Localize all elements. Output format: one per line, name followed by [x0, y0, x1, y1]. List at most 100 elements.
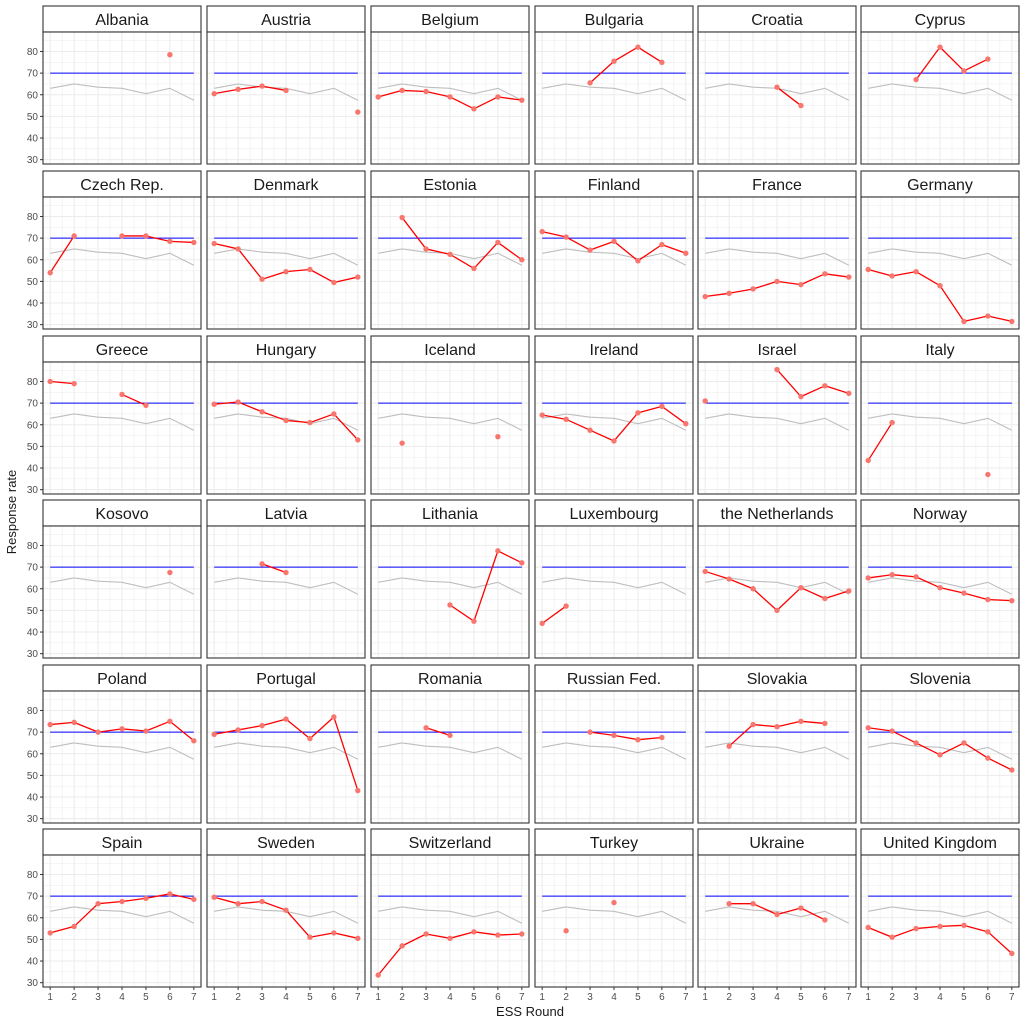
data-point	[259, 409, 265, 415]
facet-panel: Cyprus	[860, 5, 1020, 165]
facet-title: Czech Rep.	[80, 177, 164, 194]
panel-border	[370, 525, 530, 659]
data-point	[119, 233, 125, 239]
facet-panel: Luxembourg	[534, 499, 694, 659]
x-tick-label: 6	[985, 992, 991, 1003]
series-segment	[214, 401, 239, 405]
y-tick-label: 40	[27, 134, 39, 145]
data-point	[399, 87, 405, 94]
average-line	[378, 742, 523, 760]
facet-panel: Sweden 1 2 3 4 5 6 7	[206, 828, 366, 1003]
series-segment	[915, 46, 941, 80]
series-segment	[728, 724, 754, 747]
series-segment	[261, 85, 287, 92]
series-segment	[285, 268, 310, 273]
data-point	[635, 258, 641, 264]
facet-strip	[370, 828, 530, 856]
average-line	[50, 906, 195, 924]
facet-panel: Russian Fed.	[534, 664, 694, 824]
series-segment	[939, 742, 965, 756]
facet-panel: Finland	[534, 170, 694, 330]
panel-border	[697, 525, 857, 659]
x-tick-label: 2	[726, 992, 732, 1003]
data-point	[726, 290, 732, 296]
data-point	[143, 402, 149, 408]
data-point	[889, 934, 895, 940]
data-point	[423, 246, 429, 252]
data-point	[167, 569, 173, 576]
series-segment	[261, 411, 287, 422]
facet-title: Norway	[913, 506, 967, 523]
data-point	[937, 283, 943, 289]
data-point	[167, 718, 173, 724]
x-tick-label: 1	[539, 992, 545, 1003]
series-segment	[776, 369, 802, 398]
data-point	[846, 274, 852, 280]
y-tick-label: 50	[27, 277, 39, 288]
facet-title: Poland	[97, 671, 147, 688]
y-tick-label: 30	[27, 649, 39, 660]
facet-strip	[206, 335, 366, 363]
y-tick-label: 50	[27, 771, 39, 782]
panel-border	[860, 525, 1020, 659]
data-point	[519, 931, 525, 937]
data-point	[985, 929, 991, 935]
data-point	[211, 731, 217, 737]
data-point	[774, 84, 780, 90]
data-point	[683, 250, 689, 256]
series-segment	[473, 550, 499, 622]
series-segment	[661, 405, 687, 425]
data-point	[937, 44, 943, 50]
average-line	[868, 742, 1013, 760]
series-segment	[285, 718, 311, 740]
series-segment	[867, 926, 893, 938]
facet-title: Kosovo	[95, 506, 148, 523]
average-line	[50, 413, 195, 431]
facet-strip	[370, 499, 530, 527]
data-point	[961, 590, 967, 596]
facet-title: Lithania	[422, 506, 478, 523]
facet-panel: Spain 30 40 50 60 70 80 1 2 3 4 5 6 7	[27, 828, 202, 1003]
series-segment	[987, 598, 1012, 602]
facet-title: Iceland	[424, 342, 476, 359]
series-segment	[238, 900, 263, 905]
series-segment	[425, 933, 451, 939]
data-point	[937, 923, 943, 930]
x-tick-label: 4	[447, 992, 453, 1003]
data-point	[985, 755, 991, 761]
series-segment	[705, 292, 730, 298]
data-point	[447, 935, 453, 942]
data-point	[798, 281, 804, 288]
series-segment	[800, 587, 826, 600]
y-tick-label: 50	[27, 112, 39, 123]
series-segment	[637, 405, 663, 414]
average-line	[542, 577, 687, 595]
data-point	[846, 390, 852, 397]
series-segment	[824, 590, 850, 600]
facet-strip	[534, 335, 694, 363]
data-point	[235, 900, 241, 907]
series-segment	[868, 574, 893, 579]
data-point	[774, 724, 780, 730]
x-tick-label: 7	[1009, 992, 1015, 1003]
facet-title: Germany	[907, 177, 973, 194]
facet-panel: Denmark	[206, 170, 366, 330]
y-tick-label: 30	[27, 485, 39, 496]
series-segment	[891, 730, 917, 744]
data-point	[611, 238, 617, 245]
data-point	[95, 729, 101, 735]
series-segment	[333, 413, 359, 441]
x-tick-label: 4	[611, 992, 617, 1003]
data-point	[47, 721, 53, 728]
panel-border	[206, 525, 366, 659]
data-point	[822, 917, 828, 923]
series-segment	[613, 734, 639, 741]
series-segment	[309, 716, 335, 740]
series-segment	[541, 605, 567, 624]
data-point	[235, 399, 241, 405]
facet-panel: Iceland	[370, 335, 530, 495]
data-point	[47, 930, 53, 936]
series-segment	[121, 393, 147, 406]
average-line	[542, 413, 687, 431]
facet-panel: Kosovo 30 40 50 60 70 80	[27, 499, 202, 660]
